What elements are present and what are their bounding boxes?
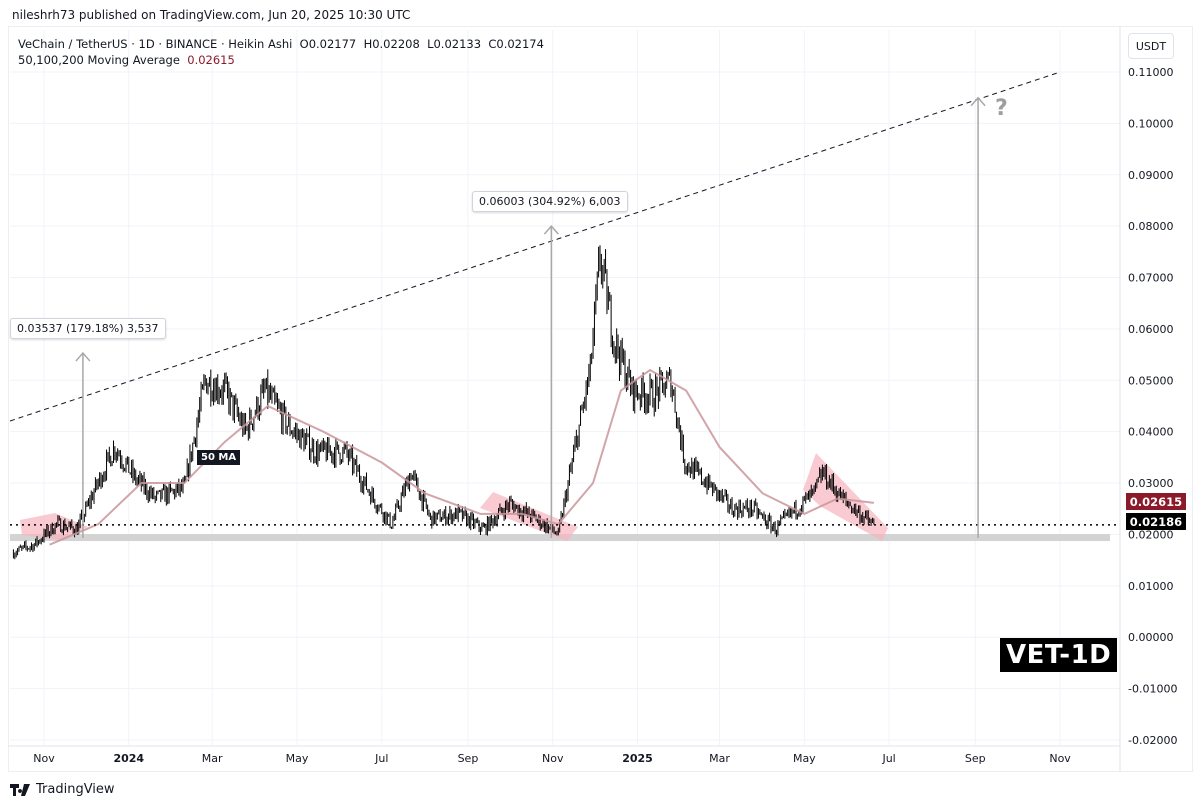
y-tick-label: 0.00000	[1128, 631, 1174, 644]
x-tick-label: Sep	[965, 752, 986, 765]
y-tick-label: 0.11000	[1128, 66, 1174, 79]
arrow-head-icon	[970, 96, 986, 107]
x-tick-label: 2024	[113, 752, 144, 765]
y-tick-label: -0.01000	[1128, 683, 1177, 696]
x-tick-label: Jul	[881, 752, 895, 765]
y-tick-label: 0.08000	[1128, 220, 1174, 233]
y-tick-label: 0.07000	[1128, 272, 1174, 285]
ascending-trendline	[9, 71, 1061, 422]
y-tick-label: 0.04000	[1128, 426, 1174, 439]
y-tick-label: 0.03000	[1128, 477, 1174, 490]
question-mark-annotation: ?	[995, 96, 1008, 121]
currency-button[interactable]: USDT	[1128, 33, 1174, 59]
y-tick-label: 0.06000	[1128, 323, 1174, 336]
measure-label-mid[interactable]: 0.06003 (304.92%) 6,003	[472, 191, 628, 212]
falling-wedge-pattern	[20, 513, 88, 540]
x-tick-label: Nov	[1049, 752, 1071, 765]
x-tick-label: Nov	[33, 752, 55, 765]
y-tick-label: 0.05000	[1128, 374, 1174, 387]
ohlc-close: C0.02174	[488, 37, 544, 51]
tradingview-logo[interactable]: TradingView	[10, 782, 115, 797]
y-tick-label: 0.09000	[1128, 169, 1174, 182]
ma50-line	[49, 368, 874, 546]
x-tick-label: Sep	[458, 752, 479, 765]
ma-price-tag: 0.02615	[1126, 493, 1186, 510]
ma-legend-label: 50,100,200 Moving Average	[18, 53, 180, 67]
x-tick-label: Mar	[709, 752, 730, 765]
x-tick-label: Jul	[374, 752, 388, 765]
tradingview-logo-icon	[10, 783, 30, 796]
measure-label-left[interactable]: 0.03537 (179.18%) 3,537	[10, 318, 166, 339]
ma-legend-value: 0.02615	[187, 53, 235, 67]
x-tick-label: May	[793, 752, 816, 765]
symbol-info: VeChain / TetherUS · 1D · BINANCE · Heik…	[18, 37, 293, 51]
y-tick-label: 0.01000	[1128, 580, 1174, 593]
arrow-head-icon	[75, 351, 91, 362]
y-tick-label: 0.02000	[1128, 528, 1174, 541]
ticker-badge: VET-1D	[1000, 638, 1118, 672]
ohlc-low: L0.02133	[427, 37, 482, 51]
x-tick-label: 2025	[622, 752, 653, 765]
x-tick-label: Nov	[542, 752, 564, 765]
chart-frame	[8, 26, 1193, 772]
y-tick-label: -0.02000	[1128, 734, 1177, 747]
ohlc-open: O0.02177	[299, 37, 357, 51]
falling-wedge-pattern	[803, 453, 888, 541]
ohlc-high: H0.02208	[363, 37, 420, 51]
chart-legend: VeChain / TetherUS · 1D · BINANCE · Heik…	[18, 36, 544, 68]
x-tick-label: Mar	[202, 752, 223, 765]
ma-annotation-label: 50 MA	[197, 450, 241, 465]
published-by: nileshrh73 published on TradingView.com,…	[12, 8, 411, 22]
brand-name: TradingView	[36, 782, 115, 797]
x-tick-label: May	[286, 752, 309, 765]
y-tick-label: 0.10000	[1128, 117, 1174, 130]
last-price-tag: 0.02186	[1126, 513, 1186, 530]
arrow-head-icon	[543, 225, 559, 235]
